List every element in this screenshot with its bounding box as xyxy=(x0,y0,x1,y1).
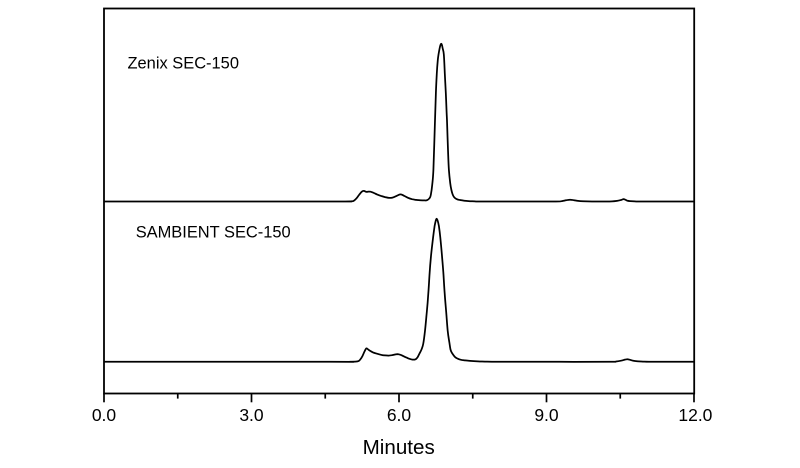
svg-text:SAMBIENT SEC-150: SAMBIENT SEC-150 xyxy=(136,224,291,242)
svg-text:12.0: 12.0 xyxy=(678,405,712,425)
svg-text:0.0: 0.0 xyxy=(92,405,117,425)
svg-text:3.0: 3.0 xyxy=(239,405,264,425)
svg-text:9.0: 9.0 xyxy=(534,405,559,425)
svg-text:Minutes: Minutes xyxy=(363,436,435,459)
svg-text:Zenix SEC-150: Zenix SEC-150 xyxy=(128,55,239,73)
svg-text:6.0: 6.0 xyxy=(387,405,412,425)
